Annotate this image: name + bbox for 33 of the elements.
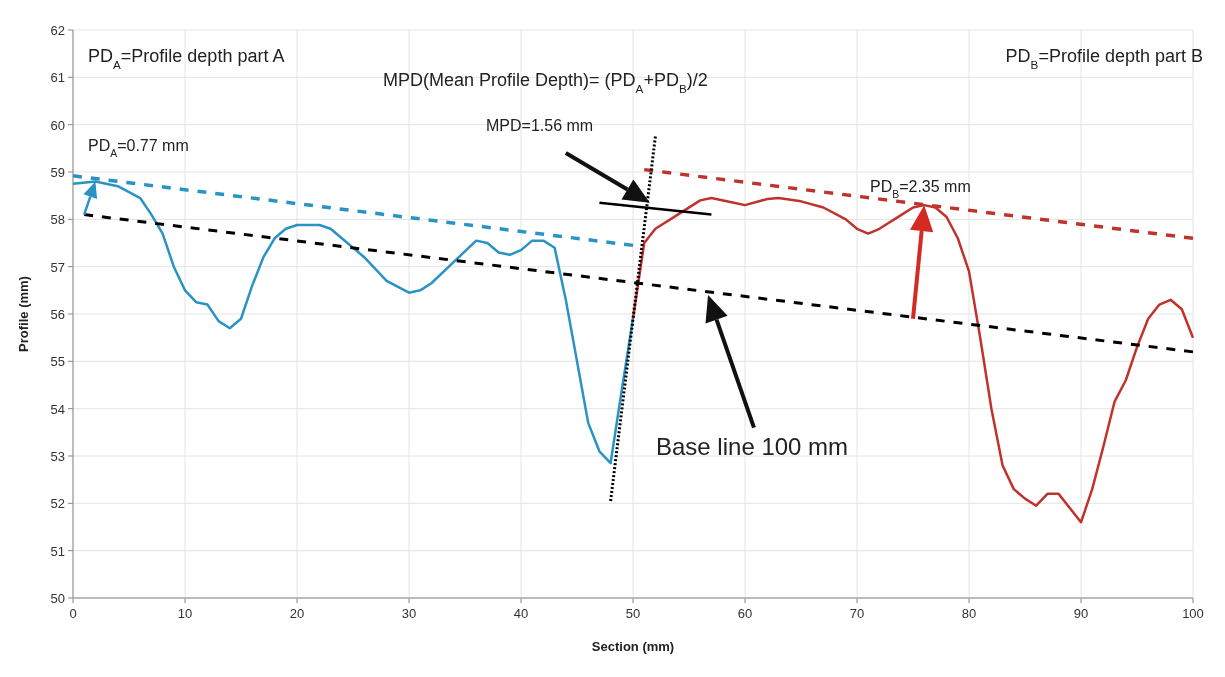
y-tick-label: 53	[50, 449, 65, 464]
y-tick-label: 62	[50, 23, 65, 38]
y-tick-label: 57	[50, 259, 65, 275]
y-tick-label: 54	[50, 401, 65, 417]
x-tick-label: 100	[1182, 606, 1204, 621]
annotation: MPD=1.56 mm	[486, 117, 594, 134]
x-tick-label: 0	[69, 606, 77, 621]
x-tick-label: 20	[289, 606, 305, 621]
x-tick-label: 80	[961, 606, 977, 621]
y-tick-label: 58	[50, 212, 65, 228]
x-tick-label: 90	[1073, 606, 1089, 621]
y-tick-label: 51	[50, 543, 65, 559]
y-tick-label: 61	[50, 70, 65, 86]
y-tick-label: 56	[50, 307, 65, 322]
y-tick-label: 55	[50, 354, 65, 370]
x-tick-label: 10	[177, 606, 193, 621]
x-tick-label: 30	[401, 606, 417, 621]
annotation: PD$_{B}$=2.35 mm	[870, 178, 971, 200]
y-tick-label: 52	[50, 496, 65, 512]
y-tick-label: 60	[50, 117, 65, 133]
x-axis-title: Section (mm)	[591, 639, 675, 654]
annotation: MPD(Mean Profile Depth)= (PD$_{A}$+PD$_{B}$)/2	[383, 70, 708, 95]
y-tick-label: 50	[50, 591, 65, 606]
annotation: PD$_{A}$=Profile depth part A	[88, 46, 285, 71]
y-axis-title: Profile (mm)	[16, 276, 31, 352]
annotation: PD$_{A}$=0.77 mm	[88, 137, 189, 159]
x-tick-label: 70	[849, 606, 865, 621]
y-tick-label: 59	[50, 165, 65, 180]
annotation: PD$_{B}$=Profile depth part B	[1005, 46, 1203, 71]
x-tick-label: 40	[513, 606, 529, 621]
x-tick-label: 50	[625, 606, 641, 621]
x-tick-label: 60	[737, 606, 753, 621]
annotation: Base line 100 mm	[656, 433, 849, 460]
